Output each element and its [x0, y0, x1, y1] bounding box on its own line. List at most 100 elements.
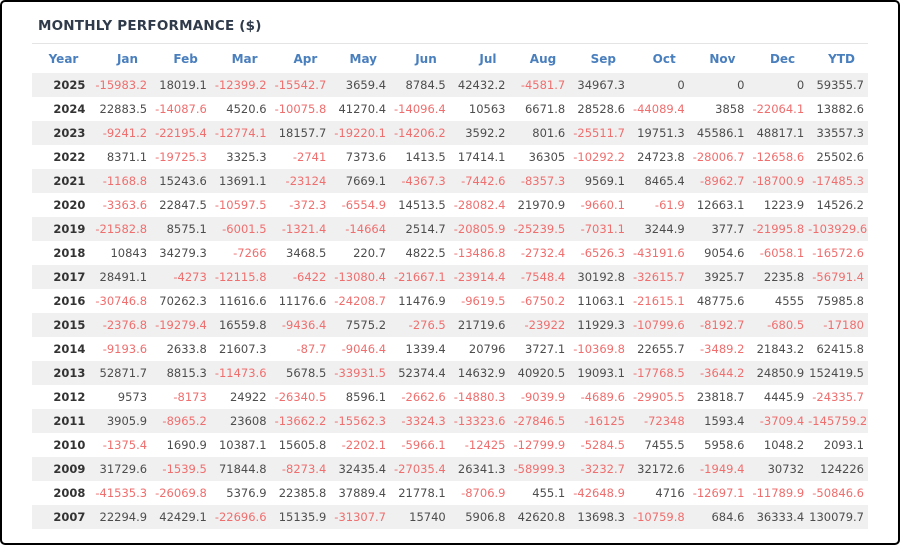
value-cell: -13662.2	[271, 409, 331, 433]
value-cell: 4822.5	[390, 241, 450, 265]
value-cell: 13882.6	[808, 97, 868, 121]
value-cell: -19725.3	[151, 145, 211, 169]
value-cell: -276.5	[390, 313, 450, 337]
page-frame: MONTHLY PERFORMANCE ($) YearJanFebMarApr…	[0, 0, 900, 545]
value-cell: 17414.1	[450, 145, 510, 169]
value-cell: 801.6	[509, 121, 569, 145]
value-cell: 4716	[629, 481, 689, 505]
year-cell: 2015	[32, 313, 91, 337]
table-row: 2020-3363.622847.5-10597.5-372.3-6554.91…	[32, 193, 868, 217]
column-header-apr: Apr	[271, 44, 331, 73]
value-cell: -9660.1	[569, 193, 629, 217]
value-cell: 71844.8	[211, 457, 271, 481]
value-cell: -12658.6	[748, 145, 808, 169]
column-header-ytd: YTD	[808, 44, 868, 73]
value-cell: -11473.6	[211, 361, 271, 385]
value-cell: -50846.6	[808, 481, 868, 505]
value-cell: 3905.9	[91, 409, 151, 433]
value-cell: 1223.9	[748, 193, 808, 217]
value-cell: -4273	[151, 265, 211, 289]
value-cell: 684.6	[689, 505, 749, 529]
value-cell: -8357.3	[509, 169, 569, 193]
value-cell: 10387.1	[211, 433, 271, 457]
value-cell: 4520.6	[211, 97, 271, 121]
value-cell: 9054.6	[689, 241, 749, 265]
table-row: 200722294.942429.1-22696.615135.9-31307.…	[32, 505, 868, 529]
value-cell: -31307.7	[330, 505, 390, 529]
value-cell: 48775.6	[689, 289, 749, 313]
year-cell: 2018	[32, 241, 91, 265]
year-cell: 2017	[32, 265, 91, 289]
value-cell: -30746.8	[91, 289, 151, 313]
value-cell: -28082.4	[450, 193, 510, 217]
value-cell: 3325.3	[211, 145, 271, 169]
value-cell: -8962.7	[689, 169, 749, 193]
value-cell: 25502.6	[808, 145, 868, 169]
value-cell: 5958.6	[689, 433, 749, 457]
value-cell: 1339.4	[390, 337, 450, 361]
value-cell: -44089.4	[629, 97, 689, 121]
value-cell: -3709.4	[748, 409, 808, 433]
table-row: 20129573-817324922-26340.58596.1-2662.6-…	[32, 385, 868, 409]
value-cell: 24922	[211, 385, 271, 409]
year-cell: 2014	[32, 337, 91, 361]
value-cell: -1321.4	[271, 217, 331, 241]
value-cell: -15542.7	[271, 73, 331, 97]
value-cell: -10369.8	[569, 337, 629, 361]
value-cell: 5678.5	[271, 361, 331, 385]
value-cell: -32615.7	[629, 265, 689, 289]
page-title: MONTHLY PERFORMANCE ($)	[38, 18, 868, 34]
value-cell: -23124	[271, 169, 331, 193]
value-cell: 36305	[509, 145, 569, 169]
value-cell: 32435.4	[330, 457, 390, 481]
value-cell: 9569.1	[569, 169, 629, 193]
value-cell: 6671.8	[509, 97, 569, 121]
value-cell: 8596.1	[330, 385, 390, 409]
value-cell: -372.3	[271, 193, 331, 217]
year-cell: 2024	[32, 97, 91, 121]
value-cell: -7031.1	[569, 217, 629, 241]
value-cell: -5966.1	[390, 433, 450, 457]
value-cell: -12115.8	[211, 265, 271, 289]
value-cell: 130079.7	[808, 505, 868, 529]
value-cell: -9241.2	[91, 121, 151, 145]
value-cell: 48817.1	[748, 121, 808, 145]
value-cell: -12774.1	[211, 121, 271, 145]
value-cell: -13323.6	[450, 409, 510, 433]
value-cell: -8273.4	[271, 457, 331, 481]
value-cell: 21843.2	[748, 337, 808, 361]
value-cell: 75985.8	[808, 289, 868, 313]
year-cell: 2011	[32, 409, 91, 433]
value-cell: 19751.3	[629, 121, 689, 145]
year-cell: 2009	[32, 457, 91, 481]
value-cell: -2662.6	[390, 385, 450, 409]
value-cell: -3644.2	[689, 361, 749, 385]
year-cell: 2025	[32, 73, 91, 97]
value-cell: -56791.4	[808, 265, 868, 289]
year-cell: 2007	[32, 505, 91, 529]
value-cell: -13080.4	[330, 265, 390, 289]
value-cell: -24208.7	[330, 289, 390, 313]
value-cell: -14880.3	[450, 385, 510, 409]
value-cell: -58999.3	[509, 457, 569, 481]
value-cell: -15983.2	[91, 73, 151, 97]
value-cell: 455.1	[509, 481, 569, 505]
value-cell: -33931.5	[330, 361, 390, 385]
value-cell: 10843	[91, 241, 151, 265]
value-cell: 4555	[748, 289, 808, 313]
value-cell: 14513.5	[390, 193, 450, 217]
monthly-performance-table: YearJanFebMarAprMayJunJulAugSepOctNovDec…	[32, 44, 868, 529]
table-row: 2014-9193.62633.821607.3-87.7-9046.41339…	[32, 337, 868, 361]
value-cell: -10799.6	[629, 313, 689, 337]
value-cell: 11176.6	[271, 289, 331, 313]
column-header-jun: Jun	[390, 44, 450, 73]
value-cell: 41270.4	[330, 97, 390, 121]
value-cell: 8371.1	[91, 145, 151, 169]
value-cell: -41535.3	[91, 481, 151, 505]
value-cell: 3592.2	[450, 121, 510, 145]
value-cell: -9039.9	[509, 385, 569, 409]
value-cell: -17180	[808, 313, 868, 337]
table-row: 2019-21582.88575.1-6001.5-1321.4-1466425…	[32, 217, 868, 241]
value-cell: 24723.8	[629, 145, 689, 169]
value-cell: 34279.3	[151, 241, 211, 265]
